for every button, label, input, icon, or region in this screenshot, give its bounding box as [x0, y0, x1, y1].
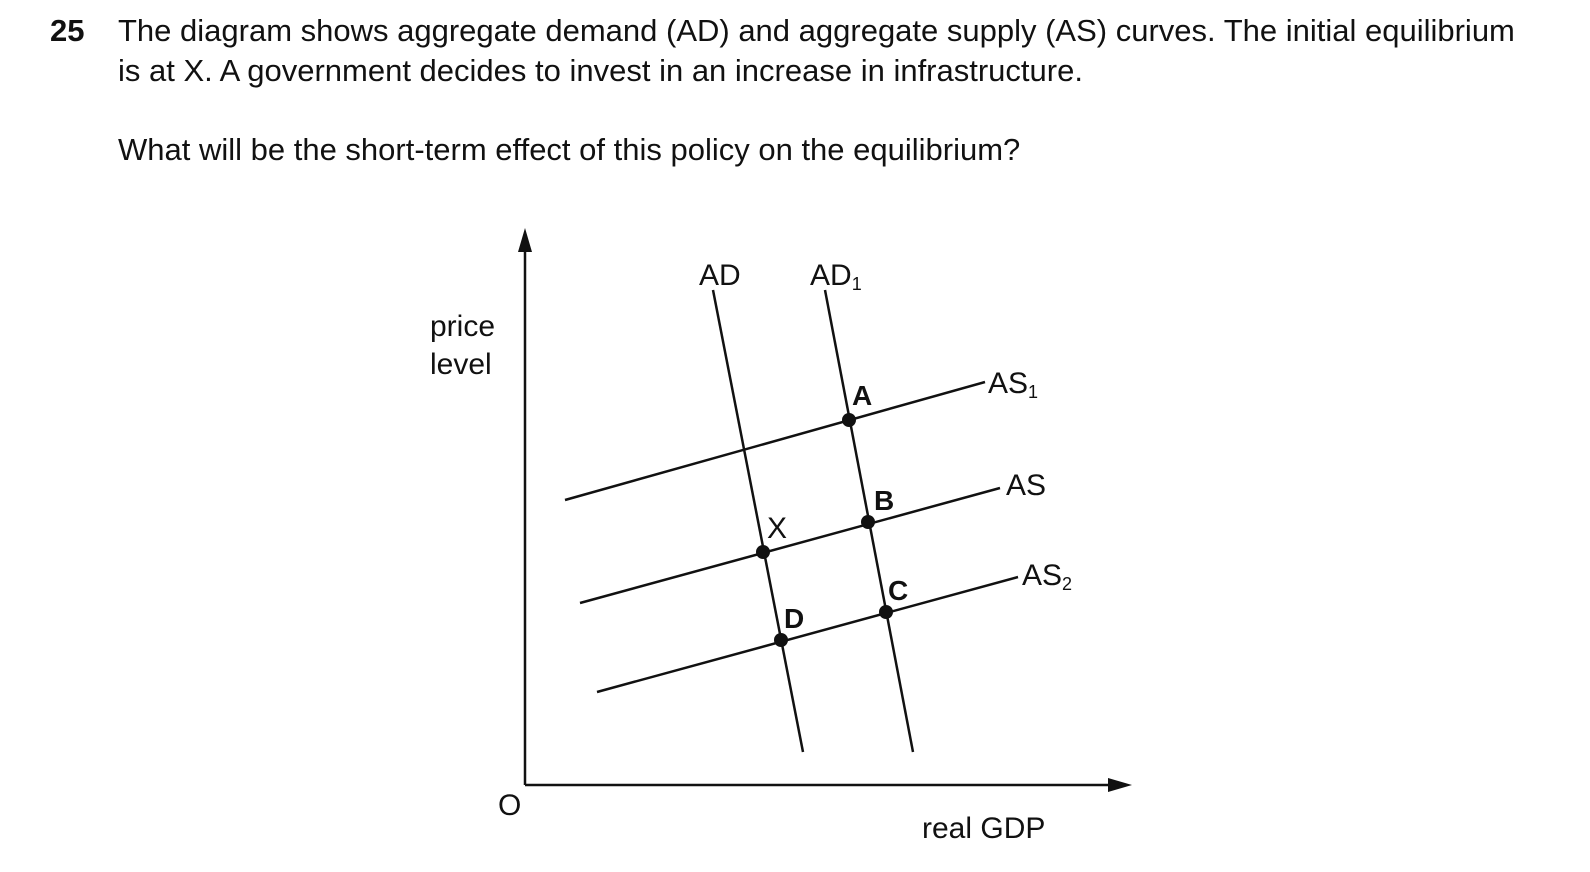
point-label: A — [852, 380, 872, 411]
question-prompt: What will be the short-term effect of th… — [118, 132, 1020, 167]
x-arrow — [1108, 778, 1132, 792]
y-axis-label: price — [430, 310, 495, 343]
curve-label: AD — [699, 259, 741, 292]
curve-label: AS — [1006, 469, 1046, 502]
point-label: D — [784, 603, 804, 634]
as1-curve — [564, 380, 986, 502]
curve-label: AS2 — [1022, 559, 1072, 594]
question-line: is at X. A government decides to invest … — [118, 53, 1083, 88]
point — [774, 633, 788, 647]
question-number: 25 — [50, 13, 84, 48]
x-axis-label: real GDP — [922, 812, 1045, 845]
origin-label: O — [498, 789, 521, 822]
as2-curve — [596, 575, 1019, 694]
diagram: price level O real GDP AD AD1 AS1 AS AS2… — [430, 228, 1132, 845]
curve-label: AD1 — [810, 259, 862, 294]
point-label: B — [874, 485, 894, 516]
y-axis-label: level — [430, 348, 492, 381]
curve-label: AS1 — [988, 367, 1038, 402]
as-curve — [579, 486, 1001, 605]
ad-curve — [711, 289, 805, 753]
point — [861, 515, 875, 529]
point-label: X — [767, 512, 787, 545]
point — [842, 413, 856, 427]
y-arrow — [518, 228, 532, 252]
question-line: The diagram shows aggregate demand (AD) … — [118, 13, 1515, 48]
point — [879, 605, 893, 619]
point — [756, 545, 770, 559]
point-label: C — [888, 575, 908, 606]
